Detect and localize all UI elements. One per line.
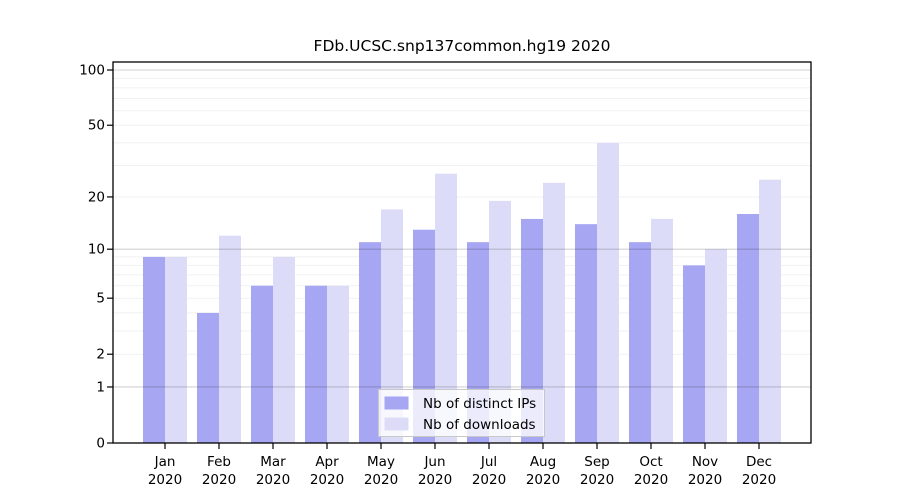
bar-downloads-mar xyxy=(273,256,295,443)
x-axis-year-label: 2020 xyxy=(364,472,398,488)
y-axis-tick-label: 50 xyxy=(88,118,105,134)
x-axis-year-label: 2020 xyxy=(580,472,614,488)
bar-downloads-dec xyxy=(759,179,781,443)
bar-downloads-oct xyxy=(651,218,673,443)
y-axis-tick-label: 0 xyxy=(96,436,105,452)
bar-distinct-ips-feb xyxy=(197,312,219,443)
bar-distinct-ips-mar xyxy=(251,285,273,443)
x-axis-year-label: 2020 xyxy=(688,472,722,488)
bar-distinct-ips-may xyxy=(359,242,381,443)
x-axis-year-label: 2020 xyxy=(202,472,236,488)
bar-distinct-ips-nov xyxy=(683,265,705,443)
legend-swatch xyxy=(384,417,409,431)
y-axis-tick-label: 20 xyxy=(88,189,105,205)
bar-downloads-jun xyxy=(435,173,457,443)
y-axis-tick-label: 10 xyxy=(88,242,105,258)
legend-label: Nb of downloads xyxy=(423,417,536,433)
bar-distinct-ips-jan xyxy=(143,256,165,443)
bar-downloads-sep xyxy=(597,142,619,443)
x-axis-year-label: 2020 xyxy=(418,472,452,488)
x-axis-year-label: 2020 xyxy=(526,472,560,488)
x-axis-month-label: Dec xyxy=(746,454,772,470)
x-axis-month-label: Feb xyxy=(207,454,231,470)
x-axis-year-label: 2020 xyxy=(634,472,668,488)
x-axis-year-label: 2020 xyxy=(310,472,344,488)
y-axis-tick-label: 100 xyxy=(79,63,105,79)
x-axis-month-label: Jan xyxy=(154,454,176,470)
y-axis-tick-label: 1 xyxy=(96,379,105,395)
plot-border xyxy=(112,61,812,444)
bar-downloads-apr xyxy=(327,285,349,443)
y-axis-tick-label: 2 xyxy=(96,347,105,363)
bar-distinct-ips-aug xyxy=(521,218,543,443)
x-axis-year-label: 2020 xyxy=(742,472,776,488)
x-axis-month-label: Mar xyxy=(260,454,286,470)
chart-title: FDb.UCSC.snp137common.hg19 2020 xyxy=(313,37,611,55)
legend-label: Nb of distinct IPs xyxy=(423,396,536,412)
bar-downloads-aug xyxy=(543,182,565,443)
x-axis-month-label: May xyxy=(367,454,395,470)
bar-downloads-may xyxy=(381,209,403,443)
x-axis-year-label: 2020 xyxy=(148,472,182,488)
bar-distinct-ips-dec xyxy=(737,214,759,443)
bar-downloads-feb xyxy=(219,235,241,443)
x-axis-month-label: Jun xyxy=(423,454,445,470)
x-axis-year-label: 2020 xyxy=(472,472,506,488)
x-axis-month-label: Nov xyxy=(692,454,718,470)
x-axis-month-label: Apr xyxy=(315,454,339,470)
x-axis-month-label: Jul xyxy=(480,454,497,470)
y-axis-tick-label: 5 xyxy=(96,291,105,307)
x-axis-month-label: Sep xyxy=(584,454,609,470)
bar-distinct-ips-sep xyxy=(575,224,597,443)
bar-downloads-jul xyxy=(489,200,511,443)
bar-distinct-ips-oct xyxy=(629,242,651,443)
x-axis-year-label: 2020 xyxy=(256,472,290,488)
x-axis-month-label: Aug xyxy=(530,454,556,470)
bar-downloads-jan xyxy=(165,256,187,443)
legend-swatch xyxy=(384,396,409,410)
x-axis-month-label: Oct xyxy=(639,454,662,470)
bar-distinct-ips-apr xyxy=(305,285,327,443)
bar-downloads-nov xyxy=(705,249,727,443)
